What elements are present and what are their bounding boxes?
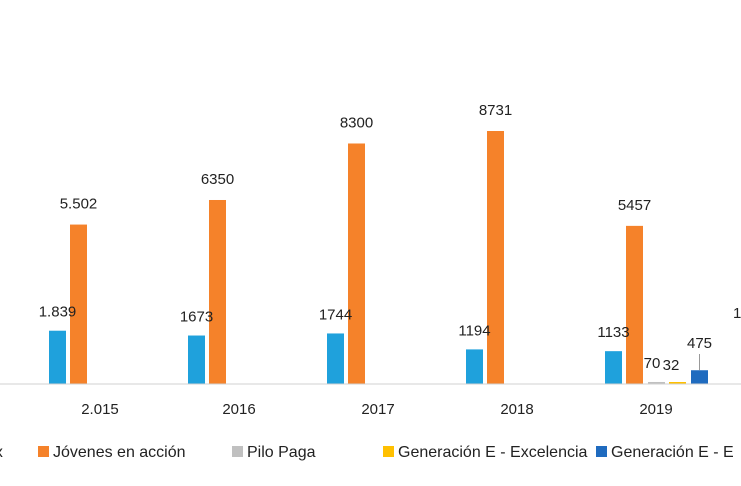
legend-label: Pilo Paga: [247, 444, 316, 461]
bar-2019-series-2: [626, 225, 643, 384]
value-label: 475: [687, 335, 712, 352]
legend-item: Generación E - Excelencia: [383, 444, 588, 461]
legend-label: Generación E - Excelencia: [398, 444, 588, 461]
value-label: 6350: [201, 171, 234, 188]
value-label: 1194: [458, 322, 490, 339]
legend-swatch: [383, 446, 394, 457]
value-label: 1744: [319, 306, 352, 323]
legend-item: Generación E - E: [596, 444, 734, 461]
legend-item: Pilo Paga: [232, 444, 316, 461]
bar-2019-series-4: [669, 382, 686, 384]
bar-2016-series-1: [188, 335, 205, 384]
legend-swatch: [232, 446, 243, 457]
bar-2018-series-1: [466, 349, 483, 384]
legend: ex Jóvenes en acción Pilo Paga Generación E…: [0, 444, 734, 461]
x-tick-label: 2017: [361, 401, 394, 418]
bar-2015-series-2: [70, 224, 87, 384]
bar-2019-series-3: [648, 381, 665, 384]
legend-item: ex: [0, 444, 3, 461]
value-label: 70: [644, 355, 661, 372]
value-label: 5457: [618, 197, 651, 214]
x-tick-label: 2018: [500, 401, 533, 418]
bar-2016-series-2: [209, 199, 226, 384]
value-label: 1.839: [39, 304, 77, 321]
x-tick-label: 2019: [639, 401, 672, 418]
bar-2017-series-1: [327, 333, 344, 384]
value-label: 8731: [479, 102, 512, 119]
x-tick-label: 2.015: [81, 401, 119, 418]
value-label: 1133: [597, 324, 629, 341]
legend-item: Jóvenes en acción: [38, 444, 186, 461]
legend-label: Generación E - E: [611, 444, 734, 461]
x-tick-label: 2016: [222, 401, 255, 418]
bar-2018-series-2: [487, 131, 504, 384]
bars-layer: [49, 131, 708, 384]
value-label: 5.502: [60, 196, 98, 213]
legend-label: Jóvenes en acción: [53, 444, 186, 461]
x-tick-labels: 2.015 2016 2017 2018 2019: [81, 401, 672, 418]
value-label: 32: [663, 357, 680, 374]
cut-off-value-label: 1: [733, 305, 741, 322]
bar-2019-series-1: [605, 351, 622, 384]
value-labels-layer: 1.839 1673 1744 1194 1133 5.502 6350 8300 8731 54…: [39, 102, 712, 374]
bar-2017-series-2: [348, 143, 365, 384]
legend-swatch: [596, 446, 607, 457]
value-label: 1673: [180, 309, 213, 326]
bar-2015-series-1: [49, 330, 66, 384]
bar-2019-series-5: [691, 370, 708, 384]
legend-swatch: [38, 446, 49, 457]
value-label: 8300: [340, 114, 373, 131]
legend-label: ex: [0, 444, 3, 461]
